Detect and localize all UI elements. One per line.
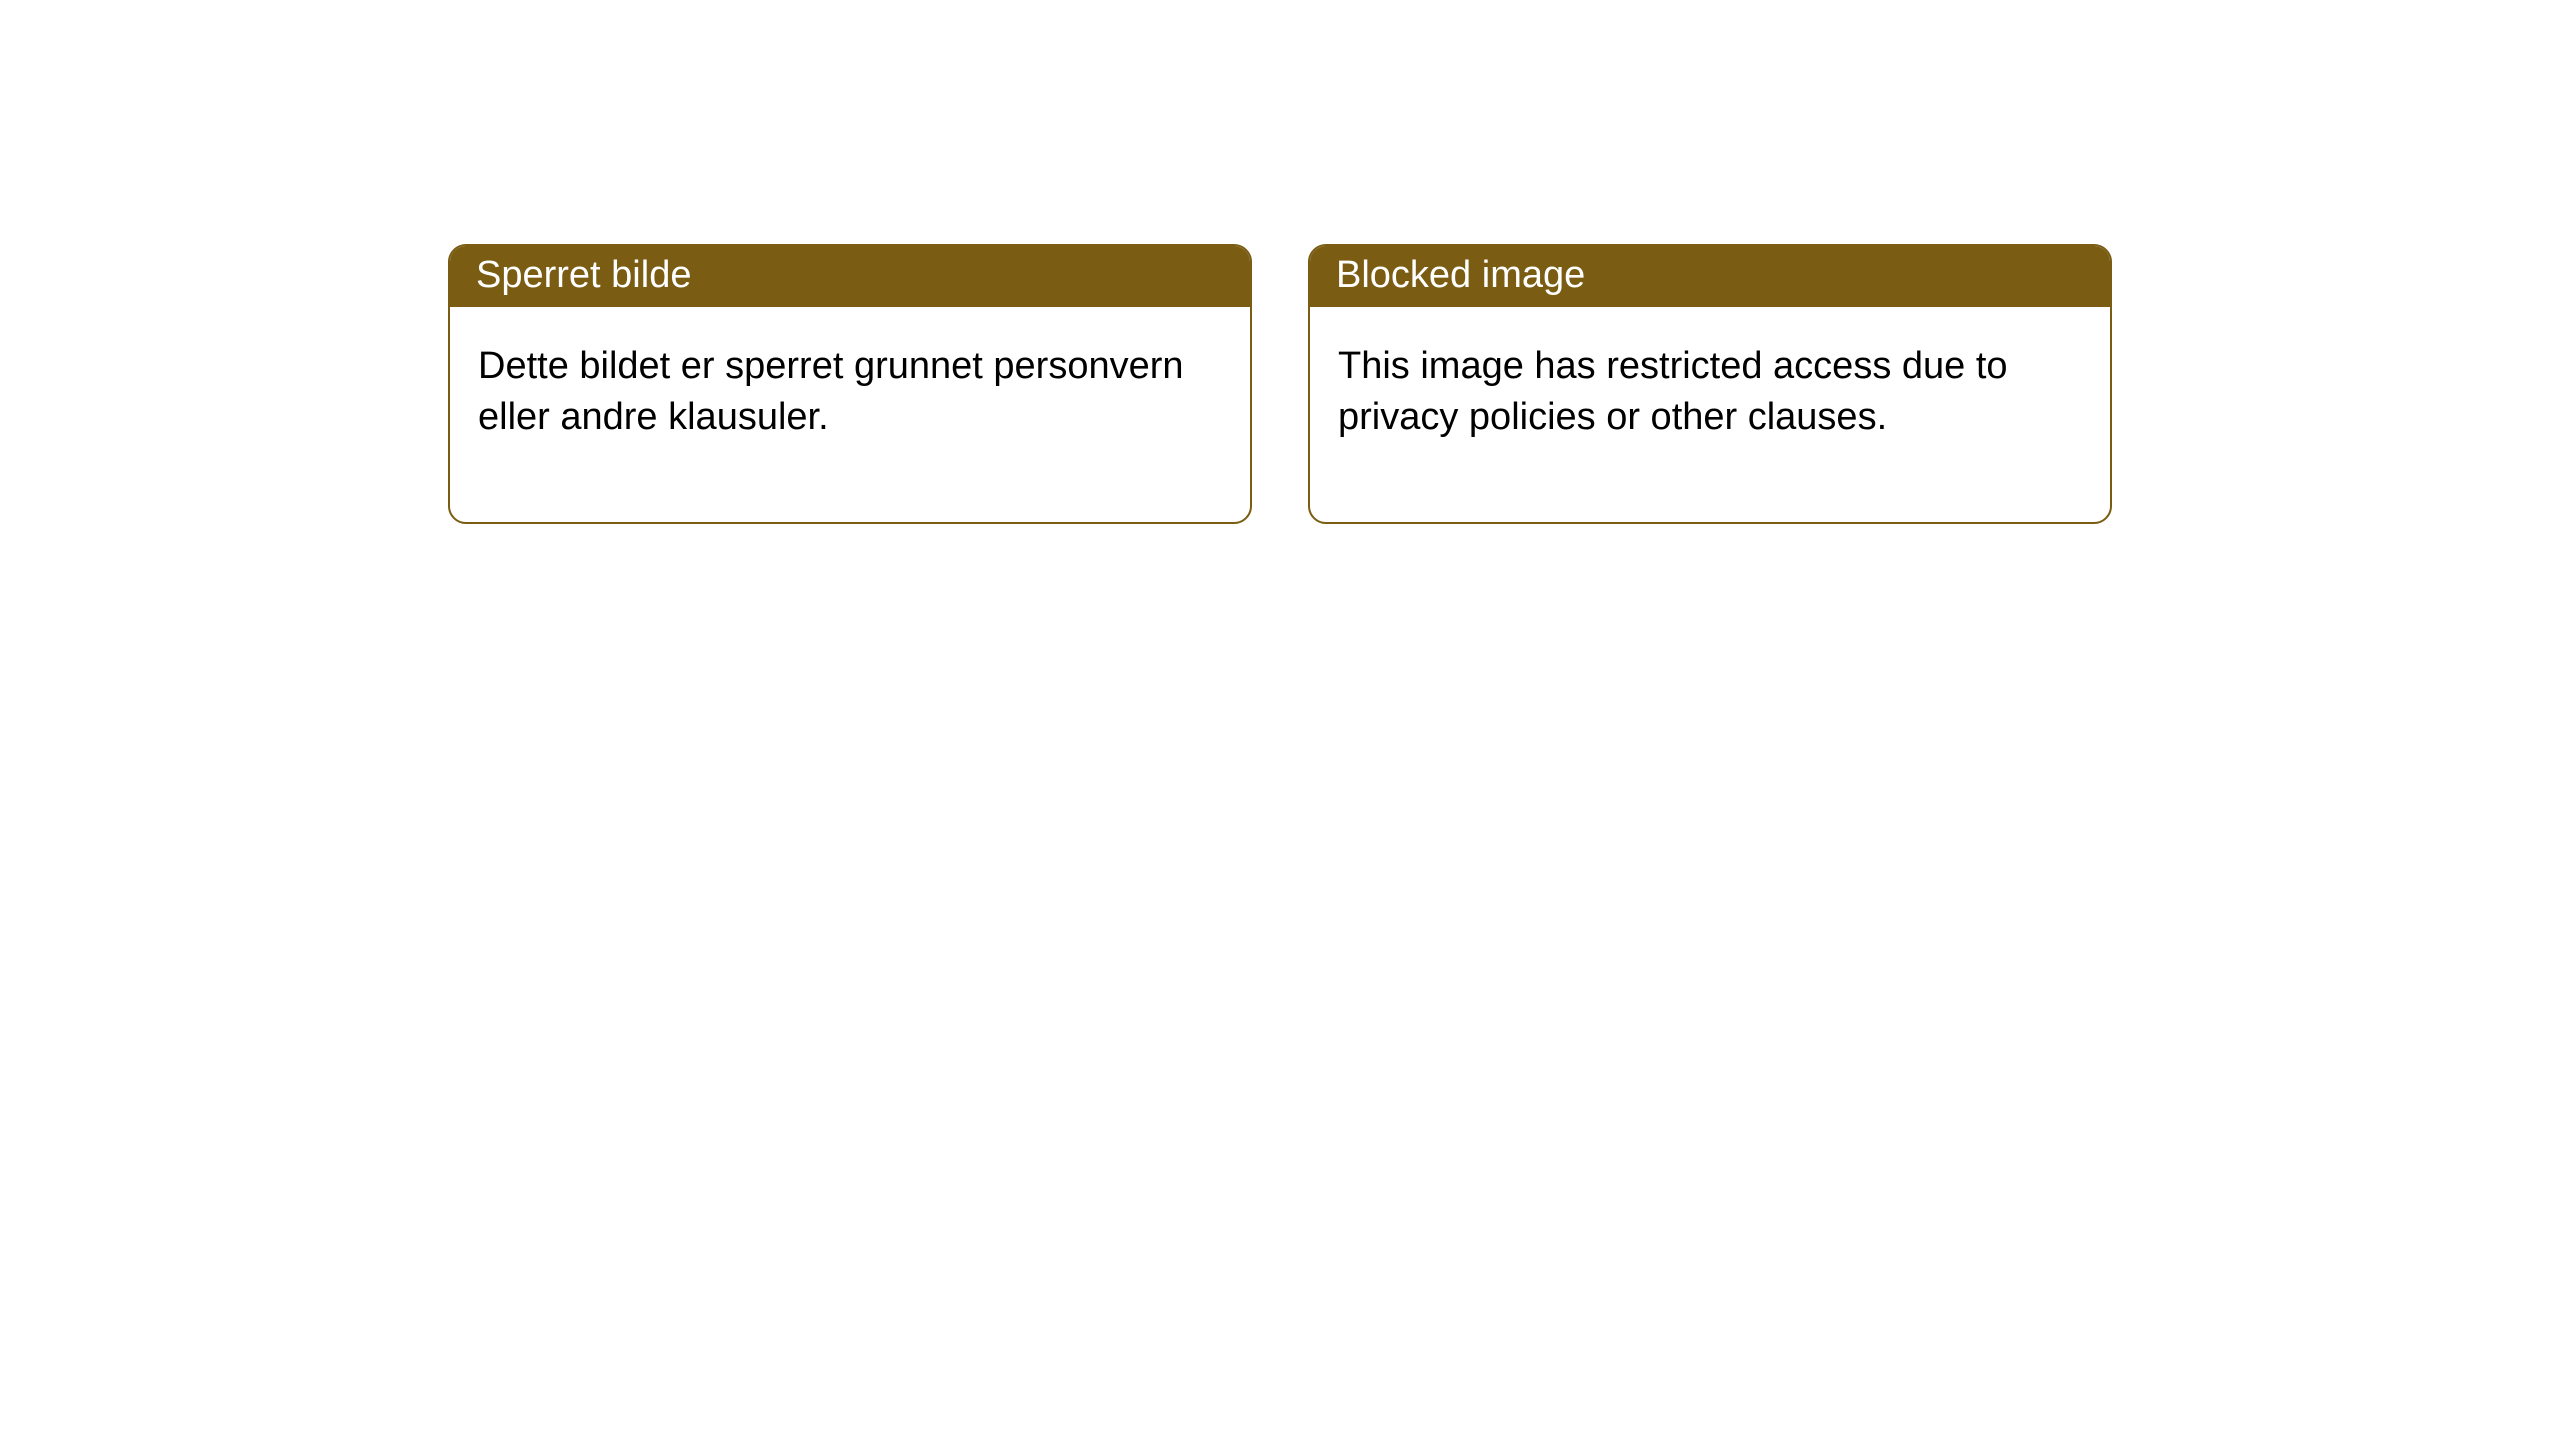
notice-card-english: Blocked image This image has restricted … [1308,244,2112,524]
notice-card-norwegian: Sperret bilde Dette bildet er sperret gr… [448,244,1252,524]
notice-header: Sperret bilde [450,246,1250,307]
notice-body: This image has restricted access due to … [1310,307,2110,522]
notice-body: Dette bildet er sperret grunnet personve… [450,307,1250,522]
notice-container: Sperret bilde Dette bildet er sperret gr… [0,0,2560,524]
notice-header: Blocked image [1310,246,2110,307]
